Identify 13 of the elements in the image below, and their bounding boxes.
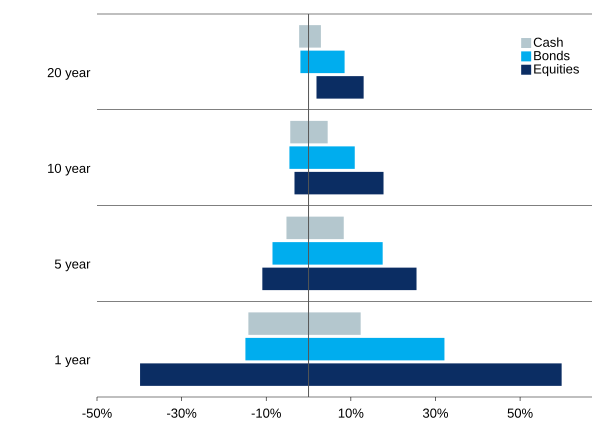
x-tick-label: 30% [422, 408, 448, 418]
y-tick-label: 20 year [48, 68, 90, 80]
legend-label: Cash [534, 37, 563, 47]
x-tick-label: 50% [508, 408, 533, 418]
x-tick-label: 10% [338, 408, 364, 418]
legend-label: Bonds [534, 50, 570, 60]
y-tick-label: 10 year [48, 164, 90, 176]
x-tick-label: -30% [167, 408, 196, 418]
x-tick-label: -10% [252, 408, 281, 418]
x-tick-label: -50% [82, 408, 112, 418]
y-tick-label: 1 year [55, 355, 90, 367]
legend-label: Equities [534, 64, 579, 76]
y-tick-label: 5 year [54, 260, 90, 272]
